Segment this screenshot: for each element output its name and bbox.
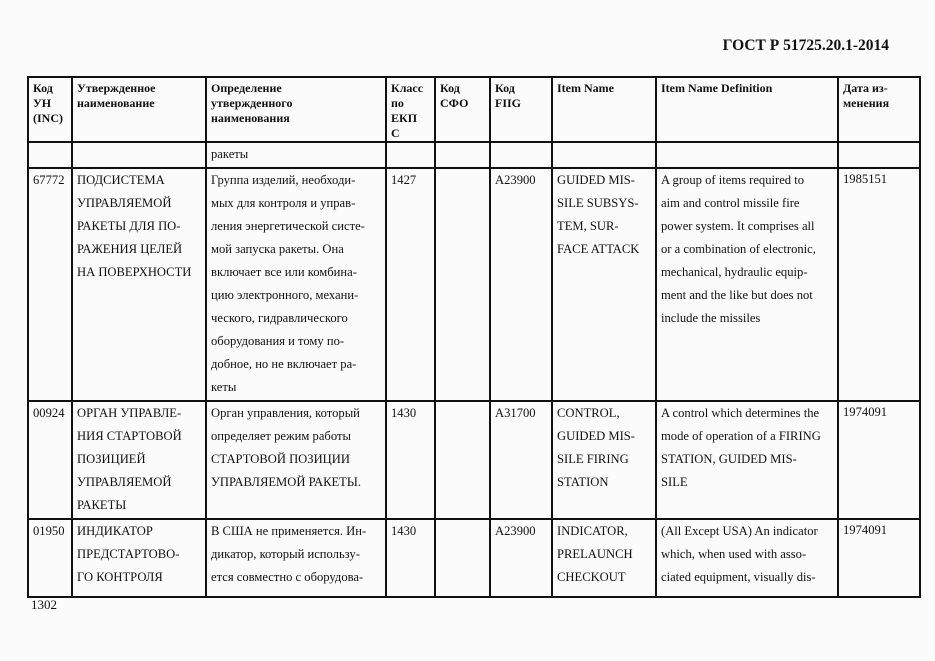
cell-sfo-code	[434, 167, 491, 402]
header-inc-code: Код УН (INC)	[27, 76, 73, 143]
document-title: ГОСТ Р 51725.20.1-2014	[722, 37, 889, 54]
header-change-date: Дата из- менения	[837, 76, 921, 143]
cell-sfo-code	[434, 141, 491, 169]
cell-item-name: GUIDED MIS- SILE SUBSYS- TEM, SUR- FACE …	[551, 167, 657, 402]
cell-item-name-definition: A control which determines the mode of o…	[655, 400, 839, 520]
cell-inc-code	[27, 141, 73, 169]
table-row: ракеты	[27, 141, 921, 169]
header-name-definition: Определение утвержденного наименования	[205, 76, 387, 143]
header-class: Класс по ЕКП С	[385, 76, 436, 143]
cell-item-name: INDICATOR, PRELAUNCH CHECKOUT	[551, 518, 657, 598]
cell-class: 1430	[385, 400, 436, 520]
header-sfo-code: Код СФО	[434, 76, 491, 143]
table-header-row: Код УН (INC) Утвержденное наименование О…	[27, 76, 921, 143]
cell-item-name	[551, 141, 657, 169]
cell-change-date: 1985151	[837, 167, 921, 402]
cell-sfo-code	[434, 400, 491, 520]
header-item-name: Item Name	[551, 76, 657, 143]
cell-fiig-code: A23900	[489, 518, 553, 598]
cell-class	[385, 141, 436, 169]
table-row: 01950 ИНДИКАТОР ПРЕДСТАРТОВО- ГО КОНТРОЛЯ…	[27, 518, 921, 598]
cell-item-name-definition: (All Except USA) An indicator which, whe…	[655, 518, 839, 598]
cell-name-definition: Орган управления, который определяет реж…	[205, 400, 387, 520]
cell-approved-name: ОРГАН УПРАВЛЕ- НИЯ СТАРТОВОЙ ПОЗИЦИЕЙ УП…	[71, 400, 207, 520]
table-row: 67772 ПОДСИСТЕМА УПРАВЛЯЕМОЙ РАКЕТЫ ДЛЯ П…	[27, 167, 921, 402]
items-table: Код УН (INC) Утвержденное наименование О…	[27, 76, 921, 598]
page-number: 1302	[31, 597, 57, 612]
cell-inc-code: 01950	[27, 518, 73, 598]
cell-fiig-code: A23900	[489, 167, 553, 402]
cell-inc-code: 00924	[27, 400, 73, 520]
cell-fiig-code	[489, 141, 553, 169]
cell-item-name-definition: A group of items required to aim and con…	[655, 167, 839, 402]
cell-approved-name	[71, 141, 207, 169]
cell-item-name-definition	[655, 141, 839, 169]
cell-fiig-code: A31700	[489, 400, 553, 520]
table-row: 00924 ОРГАН УПРАВЛЕ- НИЯ СТАРТОВОЙ ПОЗИЦИ…	[27, 400, 921, 520]
cell-name-definition: Группа изделий, необходи- мых для контро…	[205, 167, 387, 402]
cell-change-date	[837, 141, 921, 169]
cell-name-definition: В США не применяется. Ин- дикатор, котор…	[205, 518, 387, 598]
cell-class: 1427	[385, 167, 436, 402]
header-fiig-code: Код FIIG	[489, 76, 553, 143]
header-item-name-definition: Item Name Definition	[655, 76, 839, 143]
cell-change-date: 1974091	[837, 400, 921, 520]
cell-item-name: CONTROL, GUIDED MIS- SILE FIRING STATION	[551, 400, 657, 520]
cell-approved-name: ИНДИКАТОР ПРЕДСТАРТОВО- ГО КОНТРОЛЯ	[71, 518, 207, 598]
cell-name-definition: ракеты	[205, 141, 387, 169]
cell-sfo-code	[434, 518, 491, 598]
cell-class: 1430	[385, 518, 436, 598]
header-approved-name: Утвержденное наименование	[71, 76, 207, 143]
cell-inc-code: 67772	[27, 167, 73, 402]
cell-change-date: 1974091	[837, 518, 921, 598]
cell-approved-name: ПОДСИСТЕМА УПРАВЛЯЕМОЙ РАКЕТЫ ДЛЯ ПО- РА…	[71, 167, 207, 402]
